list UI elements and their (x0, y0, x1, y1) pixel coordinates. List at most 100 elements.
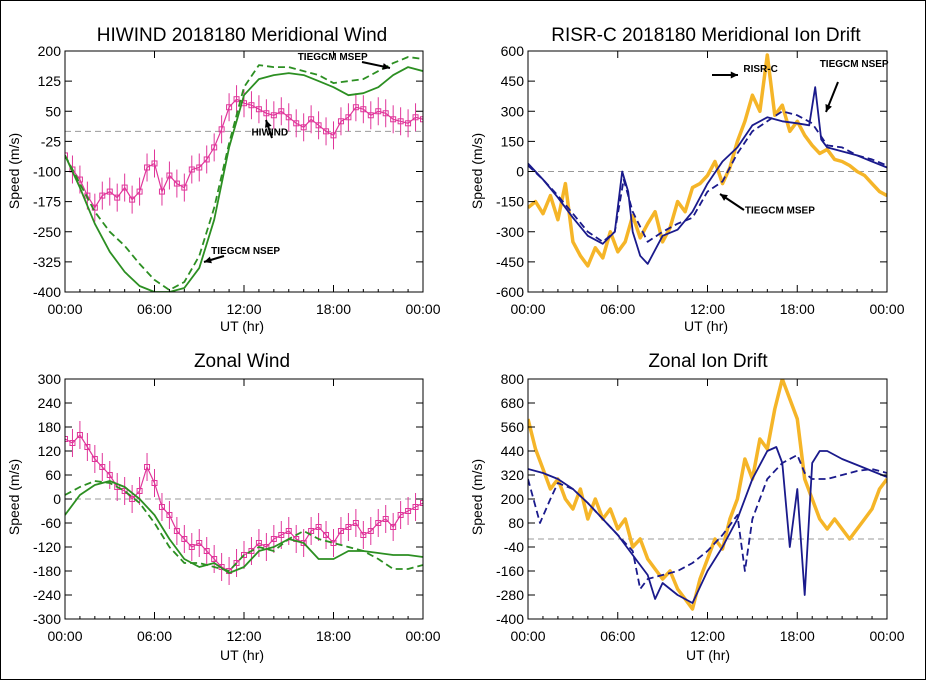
panel-1-ytick-label: -400 (33, 284, 61, 300)
panel-3-series-group (65, 421, 423, 585)
panel-1-ytick-label: 125 (38, 73, 62, 89)
panel-4-ytick-label: 440 (501, 443, 525, 459)
panel-2-title: RISR-C 2018180 Meridional Ion Drift (551, 25, 861, 46)
panel-4-ytick-label: -40 (504, 539, 524, 555)
panel-3-series-1-point (203, 548, 210, 554)
panel-1-series-1-point (412, 114, 419, 121)
panel-2-series-group (528, 53, 887, 268)
panel-3-xlabel: UT (hr) (220, 647, 264, 663)
panel-2-xtick-label: 00:00 (510, 301, 545, 317)
panel-3-ytick-label: 180 (38, 419, 62, 435)
panel-4-ytick-label: -160 (496, 563, 524, 579)
panel-3-title: Zonal Wind (194, 351, 290, 372)
panel-2-xtick-label: 06:00 (600, 301, 635, 317)
panel-1-series-1-point (196, 164, 203, 171)
panel-1-series-1-point (308, 116, 315, 123)
panel-1-series-2-line (65, 66, 423, 292)
panel-1-xtick-label: 12:00 (226, 301, 261, 317)
panel-1-series-1-point (375, 108, 382, 115)
panel-1-ytick-label: -175 (33, 194, 61, 210)
panel-3-xtick-label: 12:00 (226, 628, 261, 644)
panel-3-xtick-label: 06:00 (137, 628, 172, 644)
panel-1-series-1-point (300, 124, 307, 131)
panel-3-series-1-point (106, 472, 113, 478)
panel-4-xtick-label: 06:00 (600, 628, 635, 644)
panel-1-series-1-point (263, 110, 270, 117)
panel-1-series-1-point (360, 106, 367, 113)
panel-3-series-1-point (84, 444, 91, 450)
panel-3-series-1-point (76, 432, 83, 438)
panel-1-plot: 00:00 06:00 12:00 18:00 00:00-400-325-250-17… (33, 43, 441, 317)
panel-3-series-3-line (65, 480, 423, 572)
panel-1-series-1-point (420, 116, 423, 123)
panel-3-series-1-point (158, 504, 165, 510)
panel-1-series-1-point (390, 116, 397, 123)
panel-1-series-1-point (345, 114, 352, 121)
annotation-arrowhead-4 (730, 71, 738, 79)
panel-1-annotation-1: TIEGCM MSEP (298, 52, 368, 63)
panel-1-series-3-line (65, 56, 423, 291)
panel-1-series-1-point (337, 118, 344, 125)
panel-1-series-1-point (136, 188, 143, 195)
panel-2-xtick-label: 18:00 (780, 301, 815, 317)
panel-1-series-1-line (65, 98, 423, 209)
panel-4-xtick-label: 00:00 (869, 628, 904, 644)
panel-1-series-1-point (218, 126, 225, 133)
panel-1-series-1-point (144, 164, 151, 171)
panel-2-ytick-label: 600 (501, 43, 525, 59)
panel-1-ytick-label: -100 (33, 164, 61, 180)
panel-3-series-1-point (255, 540, 262, 546)
panel-1-annotation-3: TIEGCM NSEP (211, 246, 280, 257)
panel-3-series-1-point (121, 488, 128, 494)
panel-3-series-1-point (315, 524, 322, 530)
panel-2-ylabel: Speed (m/s) (469, 133, 485, 209)
panel-2-xtick-label: 00:00 (869, 301, 904, 317)
panel-1-series-1-point (158, 188, 165, 195)
panel-4-ytick-label: 200 (501, 491, 525, 507)
panel-1-ytick-label: -325 (33, 254, 61, 270)
panel-2-annotation-3: TIEGCM MSEP (745, 206, 815, 217)
panel-1-series-1-point (188, 166, 195, 173)
panel-1-series-group (65, 56, 423, 292)
panel-3-series-1-point (99, 464, 106, 470)
panel-4-ytick-label: 680 (501, 395, 525, 411)
panel-3-ytick-label: 60 (45, 467, 61, 483)
panel-3-series-1-point (308, 528, 315, 534)
panel-1-series-1-point (173, 180, 180, 187)
panel-1-series-1-point (121, 184, 128, 191)
annotation-arrowhead-2 (264, 120, 272, 128)
panel-1-xtick-label: 18:00 (316, 301, 351, 317)
panel-3-series-1-point (91, 456, 98, 462)
panel-2-plot: 00:00 06:00 12:00 18:00 00:00-600-450-300-15… (496, 43, 905, 317)
panel-4-ytick-label: 320 (501, 467, 525, 483)
panel-2-xlabel: UT (hr) (684, 318, 728, 334)
panel-4-xtick-label: 12:00 (690, 628, 725, 644)
panel-3-series-1-point (412, 504, 419, 510)
panel-1-series-1-point (352, 104, 359, 111)
panel-4-plot: 00:00 06:00 12:00 18:00 00:00-400-280-160-40… (496, 371, 905, 644)
panel-4-xtick-label: 18:00 (780, 628, 815, 644)
panel-1-ytick-label: -25 (41, 133, 61, 149)
panel-3-ytick-label: 300 (38, 371, 62, 387)
panel-1-series-1-point (278, 108, 285, 115)
panel-2-annotation-2: TIEGCM NSEP (820, 59, 889, 70)
panel-4-xlabel: UT (hr) (686, 647, 730, 663)
panel-3-xtick-label: 00:00 (405, 628, 440, 644)
panel-1-series-1-point (203, 156, 210, 163)
panel-1-series-1-point (255, 106, 262, 113)
panel-2-ytick-label: 0 (516, 164, 524, 180)
panel-1-series-1-point (106, 188, 113, 195)
panel-1-xtick-label: 00:00 (405, 301, 440, 317)
panel-3-series-1-point (405, 508, 412, 514)
panel-1-series-1-point (99, 192, 106, 199)
panel-3-ytick-label: -300 (33, 611, 61, 627)
panel-3-series-1-point (196, 540, 203, 546)
panel-2-ytick-label: -150 (496, 194, 524, 210)
annotation-arrowhead-5 (825, 104, 832, 112)
panel-3-ytick-label: -180 (33, 563, 61, 579)
panel-2-xtick-label: 12:00 (690, 301, 725, 317)
panel-1-series-1-point (151, 160, 158, 167)
panel-1-series-1-point (405, 120, 412, 127)
panel-1-series-1-point (181, 184, 188, 191)
